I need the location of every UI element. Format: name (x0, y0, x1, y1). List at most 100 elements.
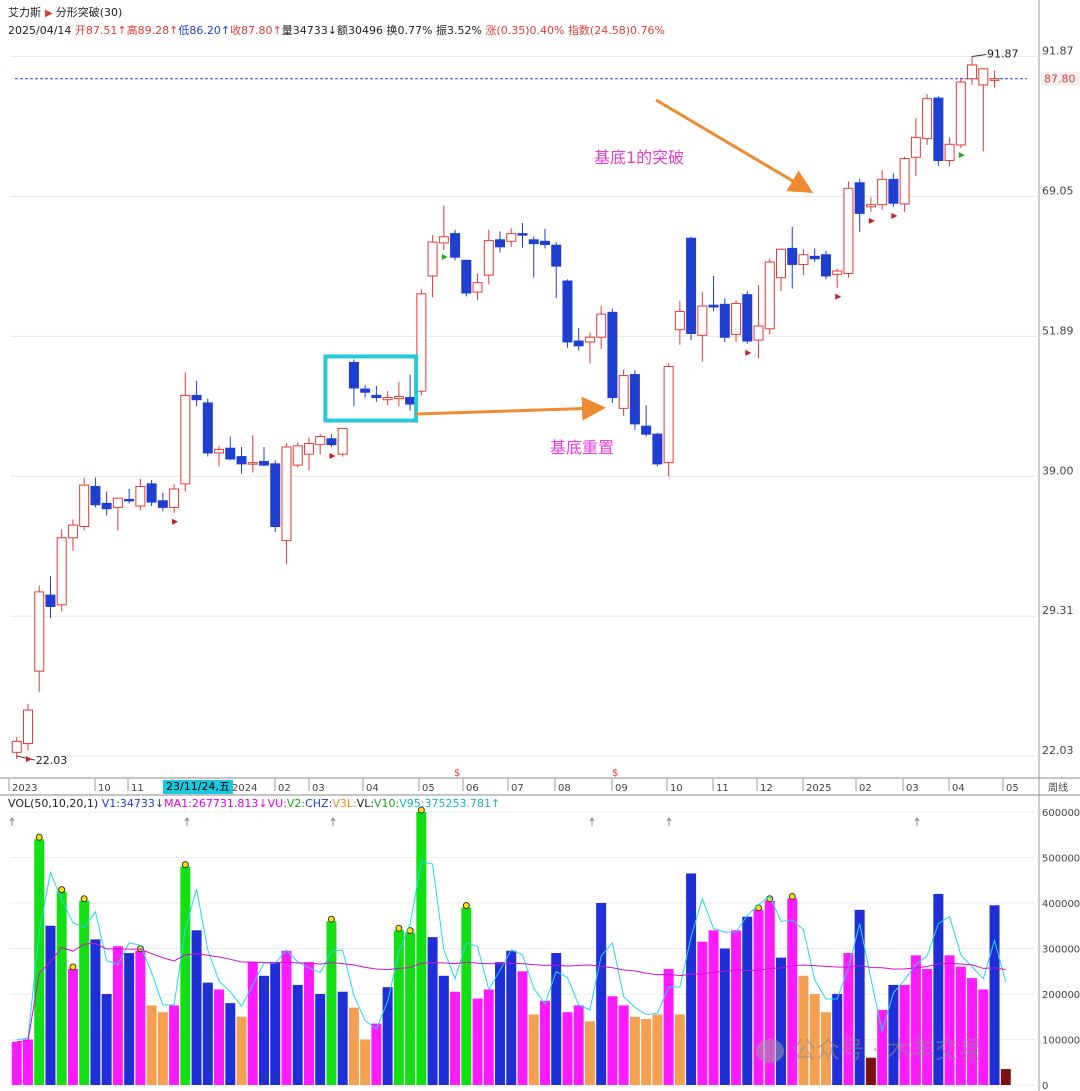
volume-bar (247, 962, 258, 1085)
wechat-icon (756, 1039, 784, 1063)
volume-bar (865, 1057, 876, 1085)
candle-body (967, 64, 978, 80)
info-amplitude: 振3.52% (435, 24, 482, 37)
volume-bar (551, 953, 562, 1085)
info-amount: 额30496 (337, 24, 383, 37)
volume-peak-dot (69, 963, 77, 971)
candle-body (180, 394, 191, 485)
x-axis-label: 12 (760, 783, 773, 794)
info-volume: 量34733 (281, 24, 328, 37)
info-low: 低86.20 (178, 24, 221, 37)
candle-body (663, 365, 674, 464)
candle-body (584, 336, 595, 343)
candle-body (90, 485, 101, 506)
volume-bar (22, 1039, 33, 1085)
x-axis-label: 2024 (232, 783, 257, 794)
price-tick-label: 51.89 (1042, 324, 1074, 337)
volume-bar (67, 968, 78, 1085)
vol-ma1: MA1:267731.813 (164, 797, 259, 810)
candle-body (877, 178, 888, 206)
candle-body (79, 484, 90, 527)
info-high: 高89.28 (126, 24, 170, 37)
price-tick-label: 69.05 (1042, 184, 1074, 197)
candle-body (146, 483, 157, 503)
candle-body (337, 427, 348, 455)
high-label-leader (971, 54, 987, 58)
volume-bar (416, 812, 427, 1085)
volume-peak-dot (181, 861, 189, 869)
volume-bar (427, 937, 438, 1085)
candle-body (22, 709, 33, 745)
x-axis-label: 04 (366, 783, 379, 794)
candle-body (517, 233, 528, 236)
candle-body (157, 500, 168, 508)
candle-body (944, 143, 955, 162)
candle-body (697, 305, 708, 336)
reset-arrow (415, 396, 606, 421)
candle-body (247, 462, 258, 465)
indicator-name: 分形突破(30) (55, 6, 123, 19)
volume-bar (652, 1014, 663, 1085)
signal-flag-icon (25, 756, 32, 763)
signal-flag-icon (868, 217, 875, 224)
volume-bar (360, 1039, 371, 1085)
x-axis-label: 11 (131, 783, 144, 794)
volume-bar (877, 1009, 888, 1085)
volume-bar (472, 998, 483, 1085)
candle-body (731, 302, 742, 335)
vol-v2: V2: (286, 797, 306, 810)
volume-bar (483, 989, 494, 1085)
candle-body (607, 311, 618, 399)
vol-signal-arrow (666, 817, 672, 826)
candle-body (809, 255, 820, 260)
volume-peak-dot (462, 902, 470, 910)
annotation-breakout: 基底1的突破 (594, 148, 685, 167)
volume-tick-label: 400000 (1042, 899, 1080, 910)
candle-body (753, 325, 764, 341)
signal-flag-icon (835, 293, 842, 300)
info-date: 2025/04/14 (8, 24, 72, 37)
candle-body (596, 313, 607, 338)
info-change: 涨(0.35)0.40% (485, 24, 565, 37)
candle-body (618, 375, 629, 409)
volume-bar (303, 962, 314, 1085)
candle-body (225, 447, 236, 460)
volume-bar (708, 930, 719, 1085)
candle-body (416, 293, 427, 392)
candle-body (989, 78, 1000, 81)
volume-bar (539, 1000, 550, 1085)
volume-bar (742, 916, 753, 1085)
dividend-marker: $ (612, 768, 618, 779)
candle-body (708, 304, 719, 308)
volume-bar (292, 984, 303, 1085)
x-axis-label: 09 (615, 783, 628, 794)
volume-bar (663, 968, 674, 1085)
volume-bar (933, 893, 944, 1085)
volume-bar (820, 1012, 831, 1085)
x-axis-label: 2025 (806, 783, 831, 794)
candle-body (270, 463, 281, 527)
volume-tick-label: 300000 (1042, 945, 1080, 956)
ohlc-info-bar: 2025/04/14 开87.51↑高89.28↑低86.20↑收87.80↑量… (8, 24, 665, 37)
volume-bar (764, 900, 775, 1085)
ma1-line (16, 942, 1006, 1043)
volume-bar (910, 955, 921, 1085)
candle-body (405, 397, 416, 405)
x-axis-label: 05 (422, 783, 435, 794)
volume-bar (270, 962, 281, 1085)
vol-title: VOL(50,10,20,1) (8, 797, 99, 810)
volume-peak-dot (395, 924, 403, 932)
candle-body (214, 448, 225, 454)
x-axis-label: 2023 (12, 783, 37, 794)
candle-body (495, 239, 506, 248)
candle-body (775, 248, 786, 279)
vol-vu: VU: (267, 797, 287, 810)
volume-tick-label: 200000 (1042, 990, 1080, 1001)
candle-body (67, 524, 78, 539)
x-axis-label: 10 (670, 783, 683, 794)
volume-bar (405, 932, 416, 1085)
volume-peak-dot (788, 892, 796, 900)
vol-signal-arrow (589, 817, 595, 826)
x-axis-label: 03 (906, 783, 919, 794)
